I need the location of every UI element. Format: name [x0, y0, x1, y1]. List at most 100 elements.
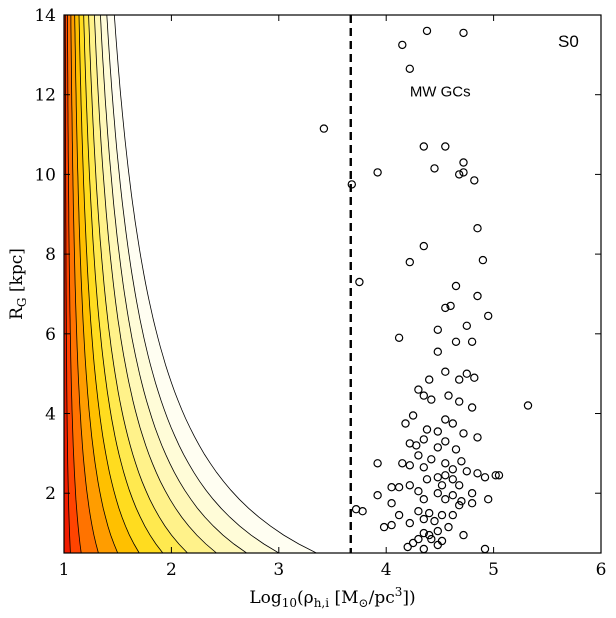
contour-fill-layer — [64, 15, 317, 553]
gc-point — [394, 510, 404, 520]
gc-point — [403, 542, 412, 552]
contour-line-layer — [64, 15, 317, 553]
gc-point — [419, 495, 428, 504]
x-tick-label: 5 — [488, 560, 499, 580]
gc-point — [470, 373, 479, 382]
contour-line-11 — [64, 15, 71, 553]
x-tick-label: 4 — [381, 560, 392, 580]
gc-point — [455, 501, 464, 510]
gc-point — [430, 516, 439, 526]
gc-point — [473, 223, 482, 233]
contour-line-4 — [94, 15, 217, 553]
gc-point — [441, 367, 450, 376]
gc-point — [459, 28, 468, 38]
gc-point — [433, 325, 442, 334]
gc-point — [470, 176, 479, 185]
contour-line-3 — [100, 15, 247, 553]
gc-point — [414, 534, 423, 544]
gc-point — [467, 337, 477, 346]
y-tick-label: 8 — [45, 245, 56, 265]
contour-line-9 — [70, 15, 99, 553]
gc-point — [433, 489, 442, 498]
gc-point — [473, 433, 482, 442]
gc-point — [373, 459, 382, 468]
gc-point — [408, 411, 418, 420]
gc-point — [419, 391, 428, 400]
gc-point — [459, 168, 468, 177]
gc-point — [467, 489, 477, 498]
gc-point — [430, 164, 439, 173]
gc-point — [478, 255, 488, 265]
gc-point — [523, 401, 533, 410]
gc-point — [480, 473, 490, 482]
gc-point — [455, 170, 464, 179]
gc-point — [441, 459, 450, 468]
gc-point — [319, 124, 329, 133]
gc-point — [405, 518, 414, 528]
x-tick-label: 2 — [166, 560, 177, 580]
gc-point — [480, 544, 490, 553]
gc-point — [408, 538, 418, 548]
gc-point — [462, 321, 471, 330]
contour-line-6 — [83, 15, 164, 553]
contour-line-1 — [113, 15, 317, 553]
gc-point — [433, 526, 442, 536]
x-axis-label: Log10(ρh,i [M⊙/pc3]) — [249, 585, 415, 610]
gc-point — [467, 499, 477, 508]
gc-point — [448, 419, 457, 428]
gc-point — [419, 544, 428, 553]
gc-point — [387, 520, 396, 530]
gc-point — [419, 241, 428, 251]
gc-point — [462, 467, 471, 476]
gc-point — [425, 508, 434, 518]
gc-point — [484, 311, 493, 321]
gc-point — [347, 180, 356, 189]
gc-point — [457, 457, 466, 466]
gc-point — [419, 514, 428, 524]
gc-point — [441, 471, 450, 480]
gc-point — [419, 435, 428, 444]
gc-point — [414, 451, 423, 460]
gc-point — [433, 473, 442, 482]
gc-point — [467, 403, 477, 412]
gc-point — [394, 483, 404, 492]
gc-point — [401, 419, 410, 428]
gc-point — [427, 534, 436, 544]
contour-band-10 — [64, 15, 82, 553]
y-tick-label: 12 — [34, 86, 56, 106]
x-tick-label: 3 — [273, 560, 284, 580]
gc-point — [473, 469, 482, 478]
gc-point — [446, 301, 455, 311]
annotation-mw-gcs: MW GCs — [410, 84, 471, 101]
contour-line-5 — [88, 15, 188, 553]
gc-point — [358, 507, 367, 516]
gc-point — [414, 385, 423, 394]
gc-point — [451, 281, 461, 291]
gc-point — [433, 443, 442, 452]
gc-point — [437, 481, 447, 490]
y-axis-label: RG [kpc] — [7, 248, 29, 320]
y-tick-label: 4 — [45, 405, 56, 425]
gc-point — [373, 491, 382, 500]
gc-point — [451, 337, 461, 346]
gc-point — [419, 528, 428, 538]
gc-point — [394, 333, 404, 342]
gc-point — [437, 510, 447, 520]
gc-point — [441, 495, 450, 504]
gc-point — [441, 303, 450, 313]
gc-point — [459, 158, 468, 167]
gc-point — [433, 540, 442, 550]
y-tick-label: 2 — [45, 484, 56, 504]
gc-point — [494, 471, 504, 480]
gc-point — [355, 277, 364, 287]
gc-point — [433, 347, 442, 356]
gc-point — [491, 471, 500, 480]
gc-point — [379, 522, 389, 532]
gc-point — [455, 375, 464, 384]
contour-line-8 — [74, 15, 119, 553]
gc-point — [444, 522, 453, 532]
gc-point — [444, 391, 453, 400]
annotation-s0: S0 — [558, 32, 579, 51]
gc-point — [427, 455, 436, 464]
